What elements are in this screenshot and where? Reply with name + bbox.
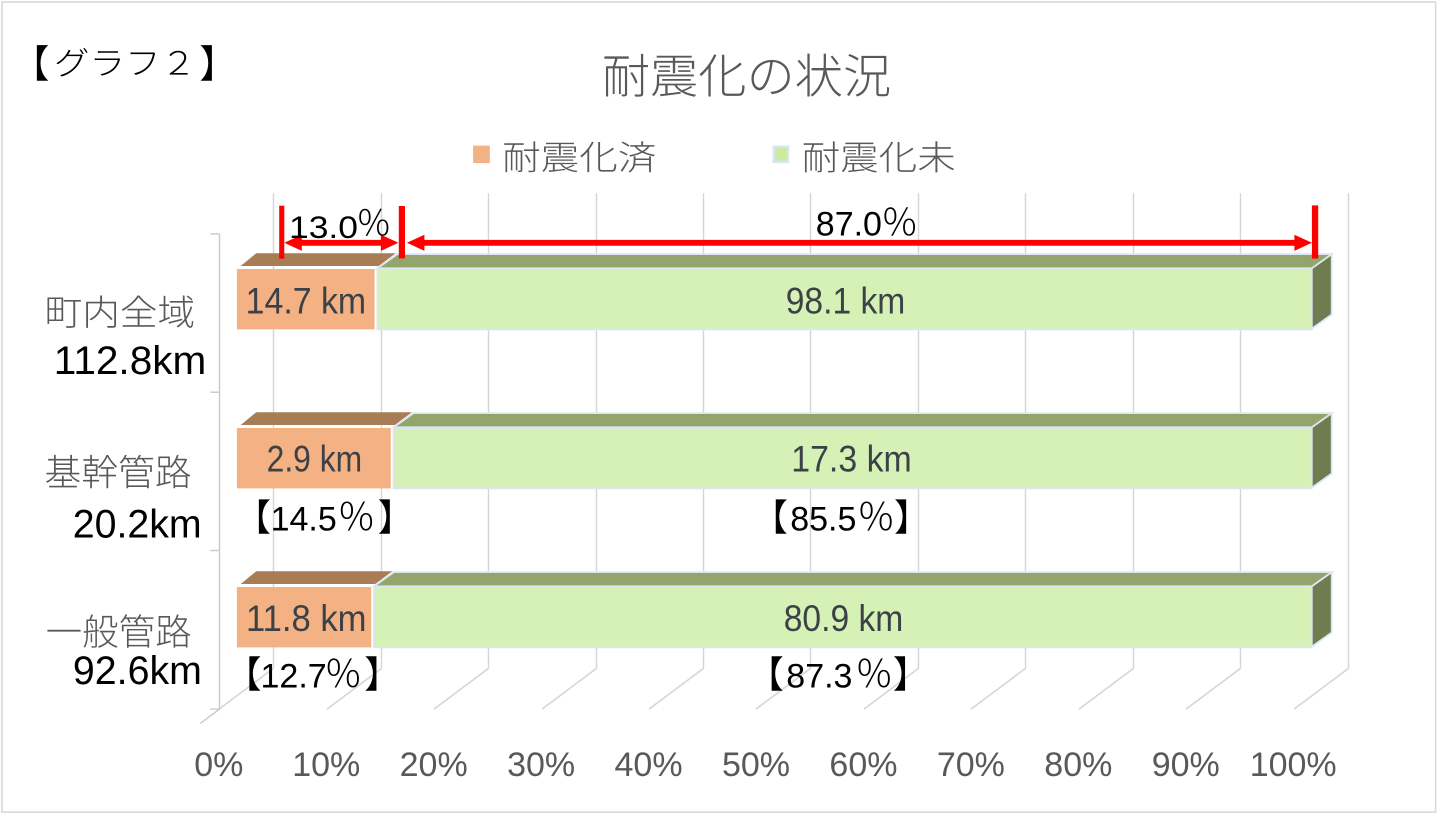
svg-text:85.5: 85.5	[790, 501, 856, 539]
svg-text:100%: 100%	[1250, 746, 1337, 784]
svg-text:112.8km: 112.8km	[54, 339, 207, 383]
svg-text:87.3: 87.3	[786, 658, 852, 696]
svg-text:2.9 km: 2.9 km	[267, 437, 363, 479]
svg-text:30%: 30%	[507, 746, 575, 784]
svg-text:80.9 km: 80.9 km	[784, 597, 904, 639]
svg-text:13.0: 13.0	[289, 209, 358, 245]
svg-text:17.3 km: 17.3 km	[791, 437, 912, 479]
svg-text:20.2km: 20.2km	[73, 502, 202, 546]
svg-text:90%: 90%	[1152, 746, 1220, 784]
svg-text:60%: 60%	[829, 746, 897, 784]
svg-text:14.7 km: 14.7 km	[246, 280, 367, 322]
svg-text:10%: 10%	[292, 746, 360, 784]
svg-text:40%: 40%	[615, 746, 683, 784]
svg-text:0%: 0%	[194, 746, 243, 784]
svg-text:50%: 50%	[722, 746, 790, 784]
svg-text:92.6km: 92.6km	[73, 649, 202, 693]
svg-text:12.7: 12.7	[261, 658, 327, 696]
svg-text:80%: 80%	[1044, 746, 1112, 784]
svg-text:20%: 20%	[400, 746, 468, 784]
svg-text:87.0: 87.0	[816, 206, 882, 244]
svg-text:70%: 70%	[937, 746, 1005, 784]
svg-text:11.8 km: 11.8 km	[246, 597, 367, 639]
svg-text:14.5: 14.5	[271, 501, 337, 539]
svg-text:98.1 km: 98.1 km	[786, 280, 906, 322]
